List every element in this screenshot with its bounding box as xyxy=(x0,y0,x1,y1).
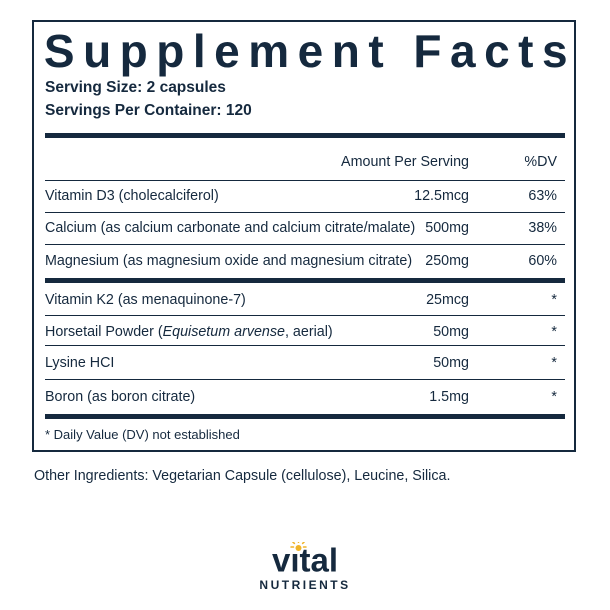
svg-text:NUTRIENTS: NUTRIENTS xyxy=(259,578,350,592)
